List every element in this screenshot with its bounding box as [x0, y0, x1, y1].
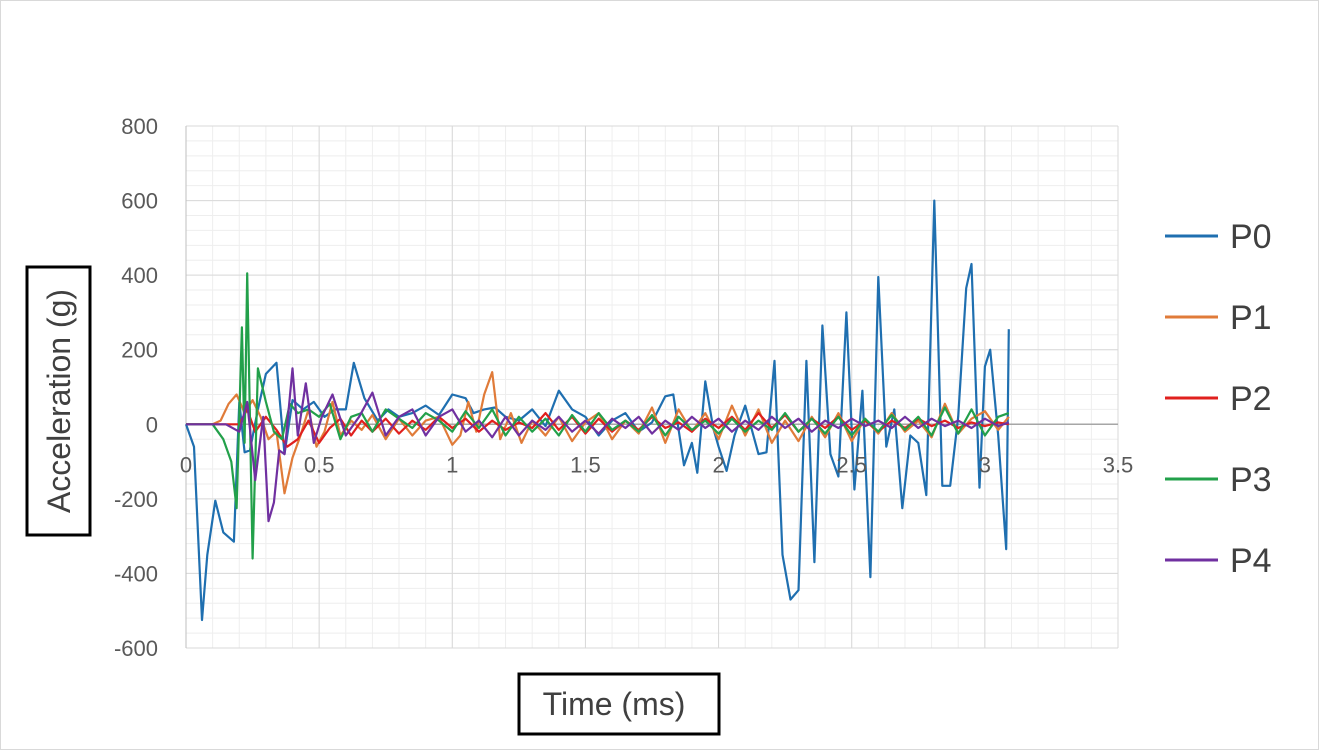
legend-label-p0: P0: [1230, 218, 1272, 256]
legend-label-p3: P3: [1230, 461, 1272, 499]
y-tick-label: 0: [146, 412, 158, 437]
y-axis-title: Acceleration (g): [41, 289, 77, 513]
series-line-p1: [186, 371, 1010, 495]
y-axis-title-box: [25, 265, 92, 537]
x-tick-label: 3: [979, 452, 991, 477]
y-tick-label: 600: [121, 189, 158, 214]
series-layer: [184, 199, 1010, 622]
x-tick-label: 1.5: [570, 452, 601, 477]
x-axis-title-box: [517, 672, 721, 736]
legend-label-p4: P4: [1230, 542, 1272, 580]
y-tick-label: 800: [121, 114, 158, 139]
x-tick-label: 0.5: [304, 452, 335, 477]
y-tick-label: -600: [114, 636, 158, 661]
y-tick-label: -200: [114, 487, 158, 512]
series-line-p4: [186, 367, 1010, 523]
legend-label-p1: P1: [1230, 299, 1272, 337]
y-tick-label: 200: [121, 338, 158, 363]
y-tick-label: 400: [121, 263, 158, 288]
x-tick-label: 3.5: [1103, 452, 1134, 477]
x-tick-label: 1: [446, 452, 458, 477]
axes: [185, 126, 1118, 648]
legend-label-p2: P2: [1230, 380, 1272, 418]
tick-labels: -600 -400 -200 0 200 400 600 800 0 0.5 1 1.5 2 2.5 3 3.…: [114, 114, 1133, 661]
x-tick-label: 2.5: [836, 452, 867, 477]
x-tick-label: 0: [180, 452, 192, 477]
series-line-p3: [186, 272, 1010, 560]
y-tick-label: -400: [114, 561, 158, 586]
x-tick-label: 2: [712, 452, 724, 477]
major-gridlines: [185, 125, 1119, 649]
legend: P0 P1 P2 P3 P4: [1165, 218, 1272, 580]
minor-gridlines: [185, 125, 1119, 649]
x-axis-title: Time (ms): [543, 686, 686, 722]
